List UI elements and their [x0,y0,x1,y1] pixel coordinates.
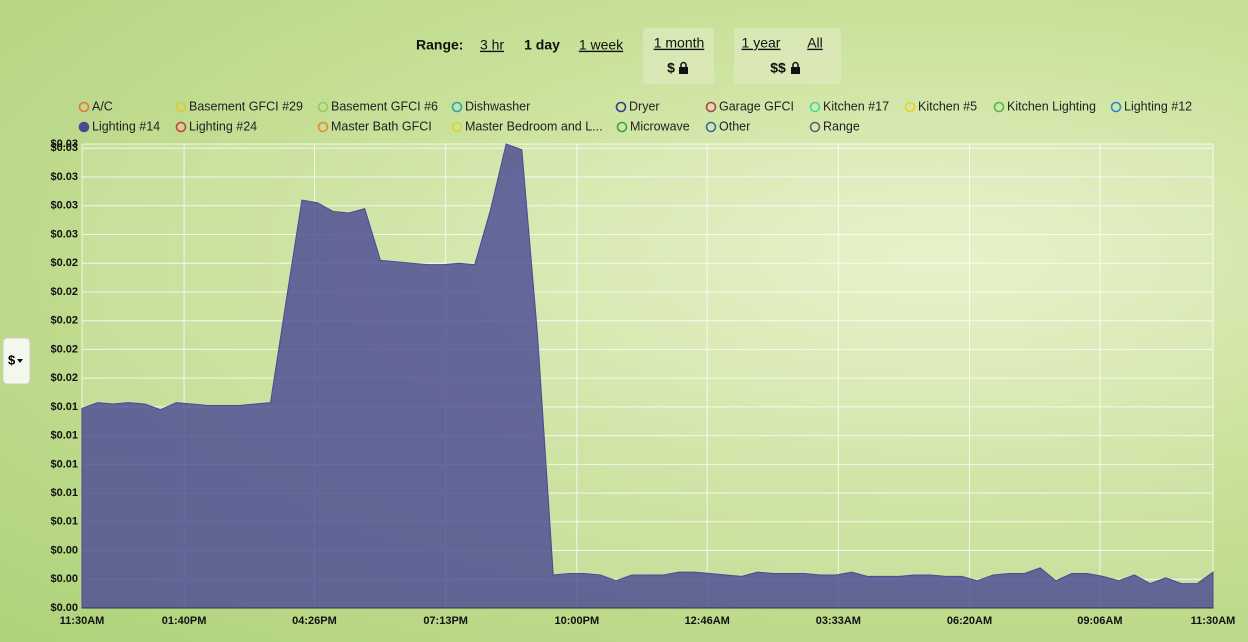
x-tick-label: 04:26PM [292,615,337,627]
legend-marker [175,101,187,113]
legend-label[interactable]: Dishwasher [465,99,530,113]
x-tick-label: 12:46AM [685,615,730,627]
y-tick-label: $0.01 [50,458,78,470]
y-tick-label: $0.03 [50,228,78,240]
area [81,143,1214,609]
range-label: Range: [416,37,463,53]
legend-label[interactable]: Kitchen #5 [918,99,977,113]
legend-marker [317,101,329,113]
legend-marker [705,121,717,133]
range-option[interactable]: 3 hr [480,37,504,53]
legend-marker [1110,101,1122,113]
legend-marker [809,121,821,133]
unit-button[interactable]: $ [8,352,16,367]
legend-label[interactable]: Other [719,119,750,133]
y-tick-label: $0.03 [50,142,78,154]
legend-marker [175,121,187,133]
range-option[interactable]: All [807,35,823,51]
y-tick-label: $0.02 [50,343,78,355]
x-tick-label: 07:13PM [423,615,468,627]
y-tick-label: $0.02 [50,257,78,269]
y-tick-label: $0.00 [50,602,78,614]
y-tick-label: $0.01 [50,430,78,442]
x-tick-label: 09:06AM [1077,615,1122,627]
y-tick-label: $0.01 [50,401,78,413]
legend-label[interactable]: Master Bedroom and L... [465,119,603,133]
y-tick-label: $0.00 [50,544,78,556]
legend-marker [904,101,916,113]
legend-marker [78,101,90,113]
unit-dropdown[interactable] [2,337,31,385]
legend-marker [616,121,628,133]
legend-label[interactable]: Basement GFCI #6 [331,99,438,113]
legend-label[interactable]: Lighting #24 [189,119,257,133]
legend-label[interactable]: Range [823,119,860,133]
range-option[interactable]: 1 year [742,35,781,51]
legend-marker [705,101,717,113]
legend-label[interactable]: Microwave [630,119,690,133]
legend-marker [451,101,463,113]
x-tick-label: 10:00PM [554,615,599,627]
x-tick-label: 11:30AM [60,615,105,627]
y-tick-label: $0.00 [50,573,78,585]
legend-label[interactable]: Kitchen Lighting [1007,99,1096,113]
legend-marker [78,121,90,133]
year-box [734,28,841,84]
legend-marker [809,101,821,113]
x-tick-label: 01:40PM [162,615,207,627]
legend-marker [451,121,463,133]
range-option[interactable]: 1 month [654,35,705,51]
legend-marker [993,101,1005,113]
legend-label[interactable]: Garage GFCI [719,99,794,113]
x-tick-label: 11:30AM [1191,615,1236,627]
legend-label[interactable]: Basement GFCI #29 [189,99,303,113]
legend-label[interactable]: Lighting #12 [1124,99,1192,113]
y-tick-label: $0.01 [50,516,78,528]
y-tick-label: $0.02 [50,286,78,298]
month-box [643,28,714,84]
legend-label[interactable]: Kitchen #17 [823,99,889,113]
y-tick-label: $0.03 [50,171,78,183]
range-option[interactable]: 1 week [579,37,624,53]
dropdown-caret [17,359,23,363]
x-tick-label: 06:20AM [947,615,992,627]
legend-label[interactable]: Dryer [629,99,660,113]
legend-marker [317,121,329,133]
x-tick-label: 03:33AM [816,615,861,627]
y-tick-label: $0.03 [50,200,78,212]
range-option[interactable]: 1 day [524,37,560,53]
y-tick-label: $0.01 [50,487,78,499]
price-tier: $$ [770,60,786,76]
legend-label[interactable]: A/C [92,99,113,113]
legend-marker [615,101,627,113]
y-tick-label: $0.02 [50,315,78,327]
price-tier: $ [667,60,675,76]
lock-icons [679,61,800,74]
y-tick-label: $0.02 [50,372,78,384]
y-tick-label: $0.03 [50,138,78,150]
legend-label[interactable]: Master Bath GFCI [331,119,432,133]
legend-label[interactable]: Lighting #14 [92,119,160,133]
